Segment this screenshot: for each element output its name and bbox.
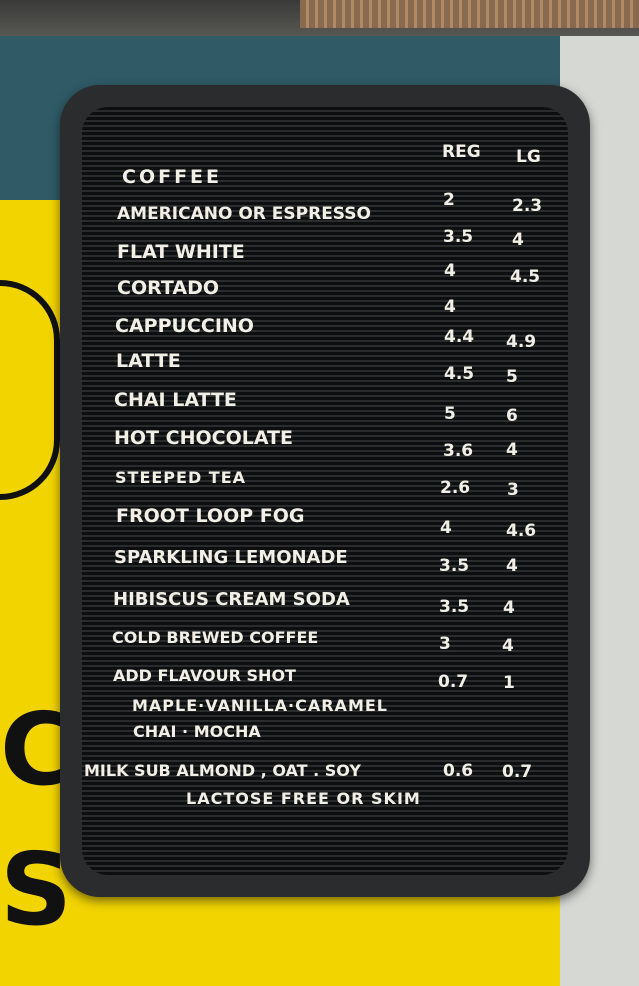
price-lg: 4 — [512, 230, 524, 250]
milk-price-lg: 0.7 — [502, 762, 533, 782]
flavours-line-1: MAPLE·VANILLA·CARAMEL — [132, 696, 388, 715]
price-reg: 3 — [439, 634, 451, 654]
menu-board — [60, 85, 590, 897]
flavour-price-reg: 0.7 — [438, 672, 469, 692]
price-lg: 4.9 — [506, 332, 537, 352]
item-name: HIBISCUS CREAM SODA — [113, 589, 350, 610]
milk-price-reg: 0.6 — [443, 761, 474, 781]
price-lg: 5 — [506, 367, 518, 387]
milk-line-2: LACTOSE FREE OR SKIM — [186, 789, 421, 808]
price-reg: 4 — [444, 297, 456, 317]
flavours-line-2: CHAI · MOCHA — [133, 722, 261, 741]
item-name: CHAI LATTE — [114, 389, 237, 411]
price-lg: 4 — [503, 598, 515, 618]
letter-board-felt — [82, 107, 568, 875]
item-name: SPARKLING LEMONADE — [114, 547, 348, 568]
price-reg: 3.5 — [439, 556, 470, 576]
price-reg: 4.5 — [444, 364, 475, 384]
price-lg: 4 — [506, 556, 518, 576]
item-name: HOT CHOCOLATE — [114, 427, 293, 449]
flavour-price-lg: 1 — [503, 673, 515, 693]
price-reg: 3.5 — [443, 227, 474, 247]
section-title: COFFEE — [122, 166, 223, 188]
item-name: CORTADO — [117, 277, 219, 299]
header-reg: REG — [442, 142, 481, 162]
price-lg: 4.5 — [510, 267, 541, 287]
price-lg: 4.6 — [506, 521, 537, 541]
price-reg: 2 — [443, 190, 455, 210]
item-name: AMERICANO OR ESPRESSO — [117, 204, 371, 224]
price-lg: 4 — [506, 440, 518, 460]
price-reg: 3.6 — [443, 441, 474, 461]
wood-slats — [300, 0, 639, 28]
price-reg: 4 — [444, 261, 456, 281]
item-name: FLAT WHITE — [117, 241, 245, 263]
item-name: FROOT LOOP FOG — [116, 505, 305, 527]
milk-line-1: MILK SUB ALMOND , OAT . SOY — [84, 761, 361, 780]
price-lg: 4 — [502, 636, 514, 656]
item-name: CAPPUCCINO — [115, 315, 254, 337]
logo-swirl — [0, 280, 60, 500]
item-name: ADD FLAVOUR SHOT — [113, 666, 296, 685]
item-name: STEEPED TEA — [115, 468, 247, 487]
header-lg: LG — [516, 147, 541, 167]
price-reg: 3.5 — [439, 597, 470, 617]
price-reg: 5 — [444, 404, 456, 424]
item-name: LATTE — [116, 350, 181, 372]
price-reg: 4.4 — [444, 327, 475, 347]
price-lg: 3 — [507, 480, 519, 500]
price-lg: 2.3 — [512, 196, 543, 216]
price-reg: 4 — [440, 518, 452, 538]
price-reg: 2.6 — [440, 478, 471, 498]
item-name: COLD BREWED COFFEE — [112, 628, 319, 647]
price-lg: 6 — [506, 406, 518, 426]
